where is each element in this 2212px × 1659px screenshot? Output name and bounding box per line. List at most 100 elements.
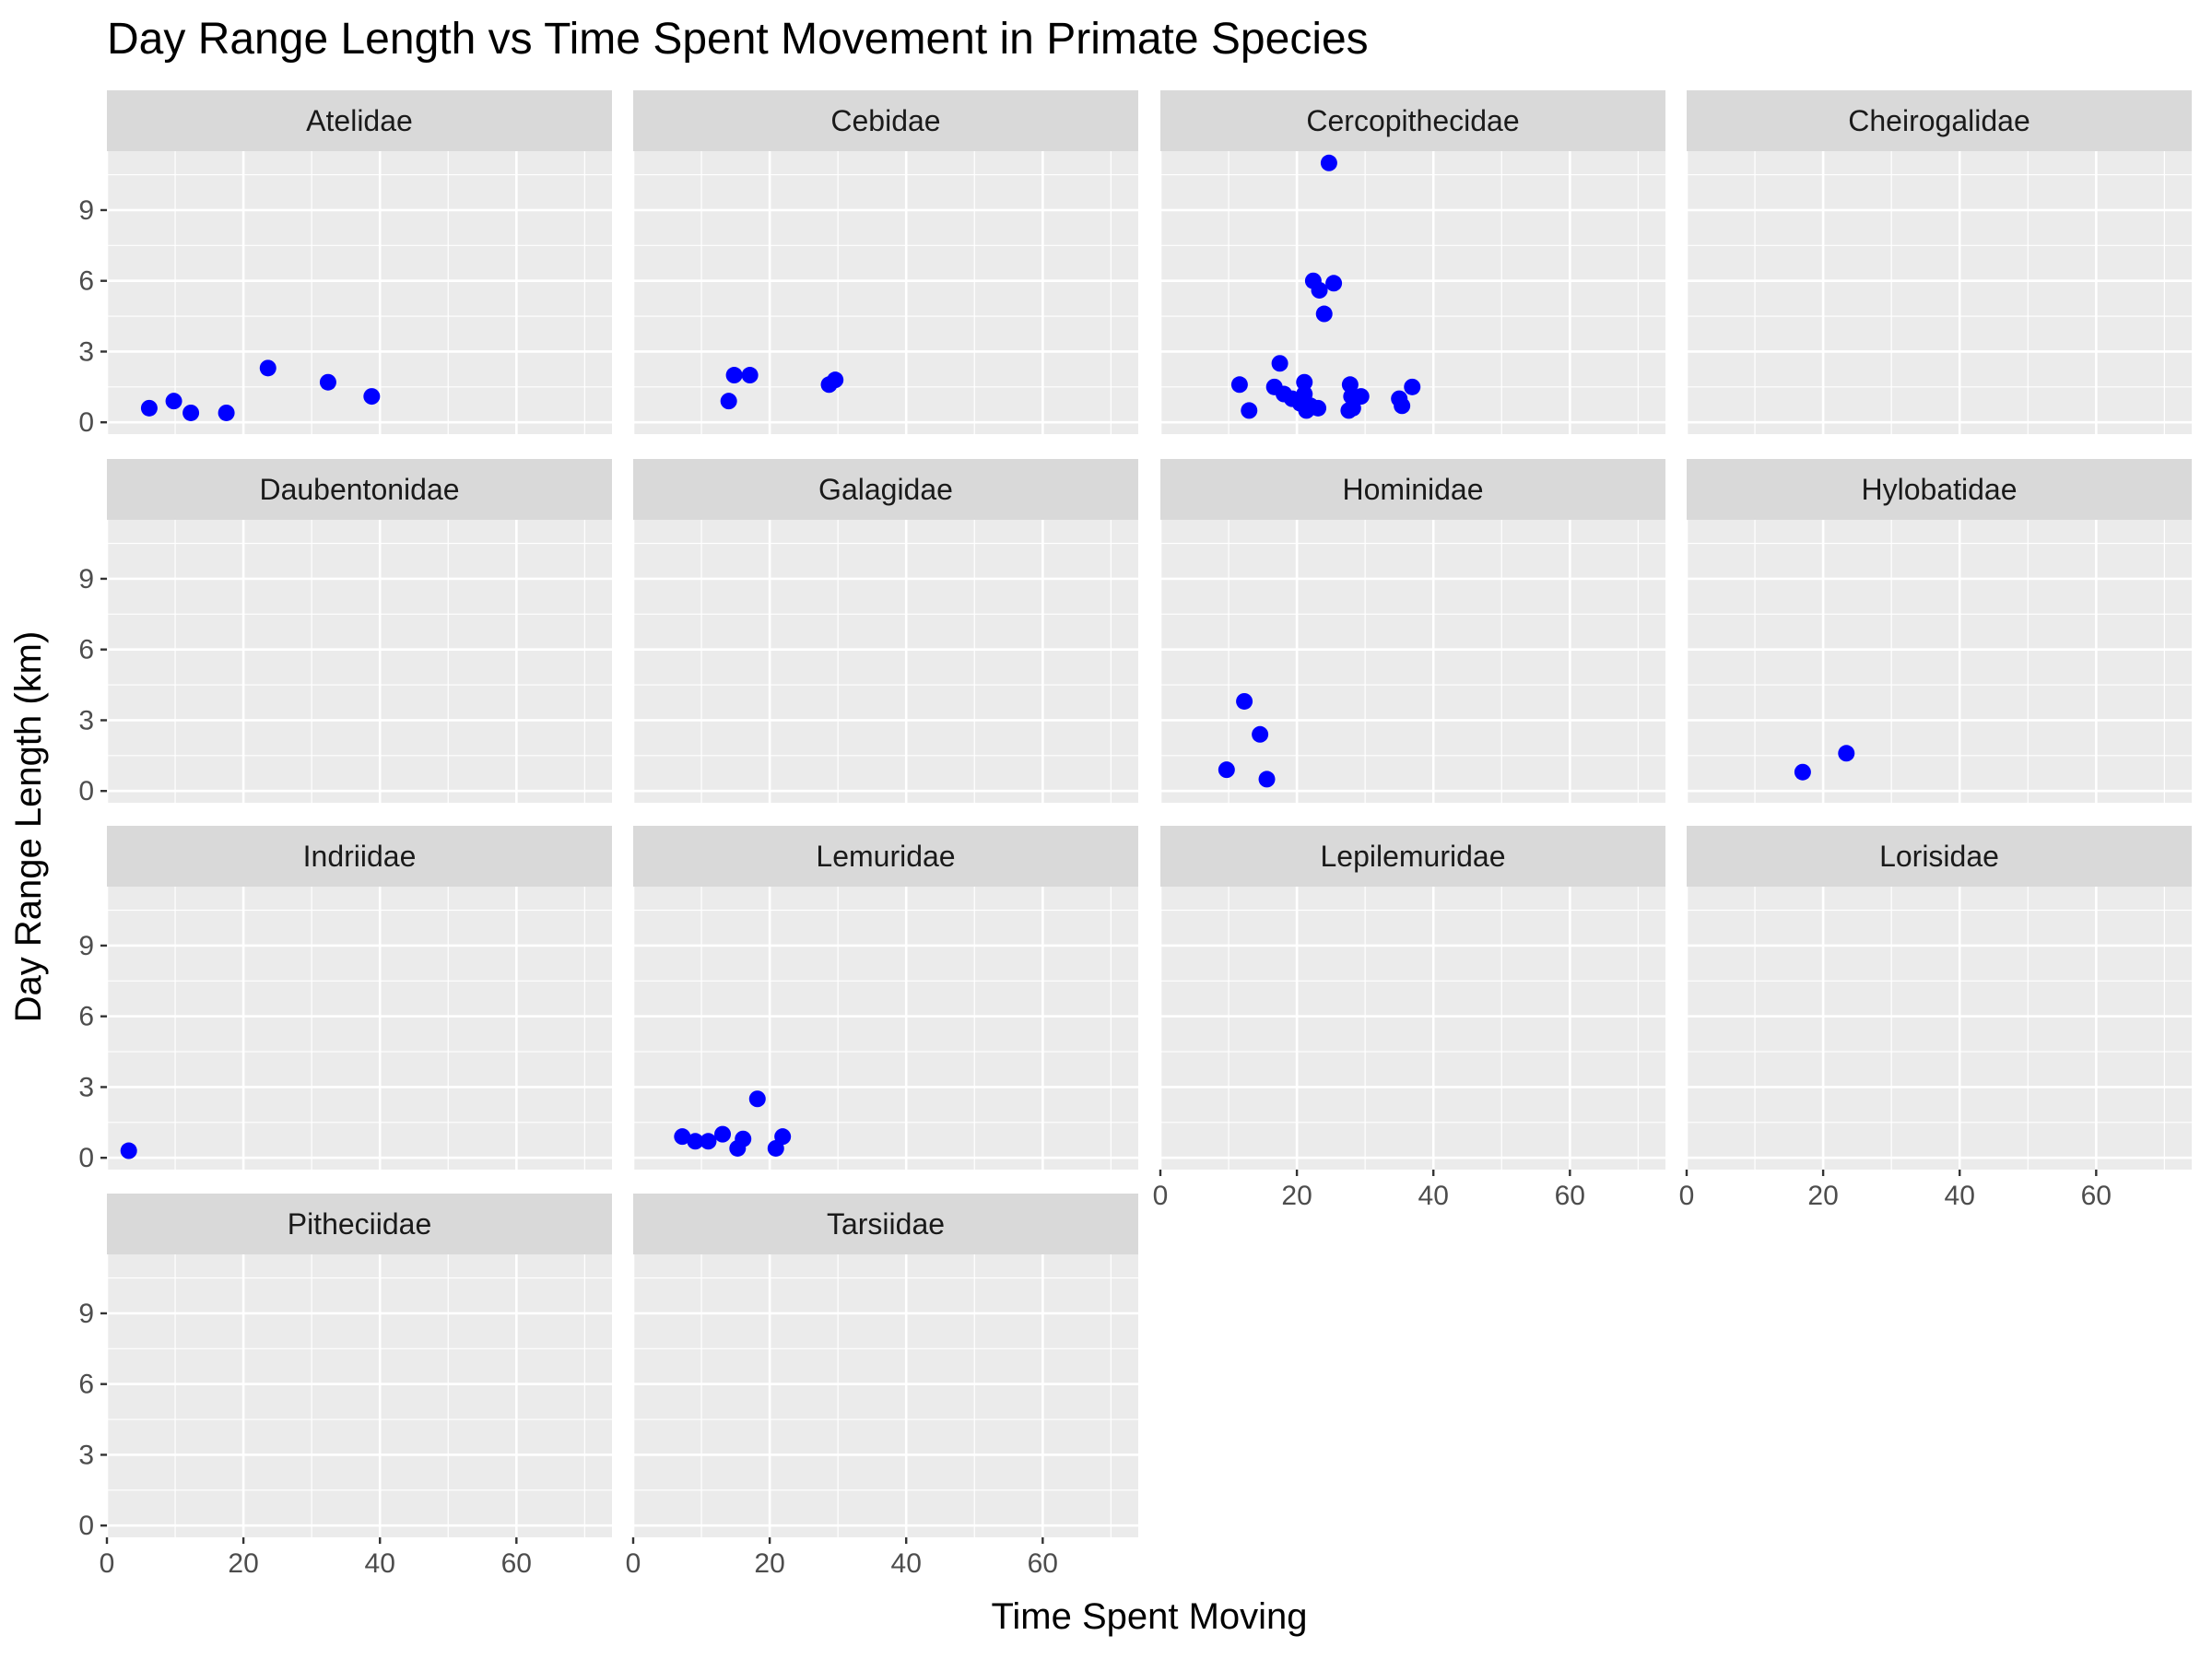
facet-daubentonidae: Daubentonidae 0 3 6 9: [78, 459, 612, 806]
data-point: [182, 404, 200, 421]
y-tick-label: 0: [78, 776, 94, 806]
facet-strip: [1160, 459, 1665, 520]
y-tick-label: 9: [78, 195, 94, 226]
data-point: [687, 1133, 704, 1150]
panel-background: [107, 151, 612, 434]
y-tick-label: 9: [78, 1299, 94, 1329]
data-point: [1794, 763, 1811, 781]
data-point: [1310, 399, 1327, 417]
x-tick-label: 60: [1028, 1548, 1058, 1579]
facet-strip-label: Lorisidae: [1879, 840, 1999, 873]
data-point: [1218, 761, 1235, 779]
data-point: [218, 404, 235, 421]
panel-background: [633, 520, 1138, 803]
panel-background: [1160, 520, 1665, 803]
data-point: [1352, 388, 1370, 406]
x-tick-label: 60: [2081, 1181, 2112, 1211]
x-tick-label: 0: [1153, 1181, 1169, 1211]
data-point: [720, 393, 737, 410]
facet-strip-label: Galagidae: [818, 473, 953, 506]
y-tick-label: 0: [78, 1143, 94, 1173]
chart-title: Day Range Length vs Time Spent Movement …: [107, 15, 1369, 64]
x-tick-label: 20: [228, 1548, 258, 1579]
y-tick-label: 0: [78, 407, 94, 438]
panel-background: [1687, 887, 2192, 1170]
data-point: [1296, 373, 1313, 391]
facet-strip-label: Cercopithecidae: [1306, 104, 1519, 137]
data-point: [1252, 725, 1269, 743]
data-point: [1230, 376, 1248, 394]
x-tick-label: 40: [891, 1548, 922, 1579]
facet-lepilemuridae: Lepilemuridae 0 20 40 60: [1153, 826, 1665, 1211]
data-point: [1315, 305, 1333, 323]
x-tick-label: 20: [754, 1548, 784, 1579]
panel-background: [107, 887, 612, 1170]
facet-pitheciidae: Pitheciidae 0 3 6 9 0 20 40 60: [78, 1194, 612, 1579]
data-point: [1404, 378, 1421, 395]
data-point: [700, 1133, 717, 1150]
y-tick-label: 3: [78, 336, 94, 367]
panel-background: [107, 520, 612, 803]
panel-background: [107, 1254, 612, 1537]
panel-background: [1687, 520, 2192, 803]
data-point: [319, 373, 336, 391]
facet-strip: [107, 1194, 612, 1254]
data-point: [120, 1142, 137, 1159]
facet-strip: [107, 826, 612, 887]
panel-background: [633, 887, 1138, 1170]
facet-panels: Atelidae 0 3 6 9 Cebidae Cercopithecidae Cheiro…: [78, 90, 2192, 1579]
facet-hylobatidae: Hylobatidae: [1685, 459, 2192, 803]
data-point: [165, 393, 182, 410]
y-tick-label: 6: [78, 266, 94, 297]
y-tick-label: 9: [78, 564, 94, 594]
facet-tarsiidae: Tarsiidae 0 20 40 60: [626, 1194, 1138, 1579]
facet-strip: [1687, 459, 2192, 520]
y-tick-label: 6: [78, 1370, 94, 1400]
data-point: [735, 1130, 752, 1147]
data-point: [1394, 397, 1411, 415]
x-tick-label: 40: [1418, 1181, 1449, 1211]
data-point: [1838, 745, 1855, 762]
facet-strip: [107, 459, 612, 520]
facet-strip-label: Cheirogalidae: [1848, 104, 2030, 137]
facet-strip: [107, 90, 612, 151]
facet-hominidae: Hominidae: [1159, 459, 1665, 803]
data-point: [827, 371, 844, 389]
x-tick-label: 60: [1555, 1181, 1585, 1211]
panel-background: [1160, 887, 1665, 1170]
facet-strip: [1160, 90, 1665, 151]
facet-strip: [1687, 90, 2192, 151]
data-point: [774, 1128, 792, 1146]
facet-strip-label: Indriidae: [303, 840, 417, 873]
panel-background: [633, 151, 1138, 434]
facet-strip: [633, 459, 1138, 520]
y-tick-label: 3: [78, 1440, 94, 1470]
facet-strip-label: Cebidae: [830, 104, 940, 137]
y-tick-label: 3: [78, 1072, 94, 1102]
y-tick-label: 0: [78, 1511, 94, 1541]
facet-strip: [633, 1194, 1138, 1254]
data-point: [1271, 355, 1288, 372]
y-tick-label: 6: [78, 1002, 94, 1032]
data-point: [363, 388, 381, 406]
data-point: [140, 399, 158, 417]
x-tick-label: 0: [626, 1548, 641, 1579]
facet-strip-label: Daubentonidae: [259, 473, 459, 506]
facet-strip-label: Atelidae: [306, 104, 413, 137]
facet-strip-label: Pitheciidae: [288, 1207, 432, 1241]
data-point: [748, 1090, 766, 1108]
facet-cheirogalidae: Cheirogalidae: [1685, 90, 2192, 434]
y-tick-label: 9: [78, 931, 94, 961]
facet-lemuridae: Lemuridae: [631, 826, 1138, 1170]
facet-strip: [1160, 826, 1665, 887]
x-tick-label: 20: [1807, 1181, 1838, 1211]
facet-strip-label: Tarsiidae: [827, 1207, 945, 1241]
x-tick-label: 0: [1679, 1181, 1695, 1211]
data-point: [1236, 692, 1253, 710]
panel-background: [633, 1254, 1138, 1537]
data-point: [714, 1125, 732, 1143]
facet-cercopithecidae: Cercopithecidae: [1159, 90, 1665, 434]
data-point: [259, 359, 276, 377]
facet-strip-label: Hylobatidae: [1862, 473, 2018, 506]
facet-strip-label: Hominidae: [1343, 473, 1484, 506]
